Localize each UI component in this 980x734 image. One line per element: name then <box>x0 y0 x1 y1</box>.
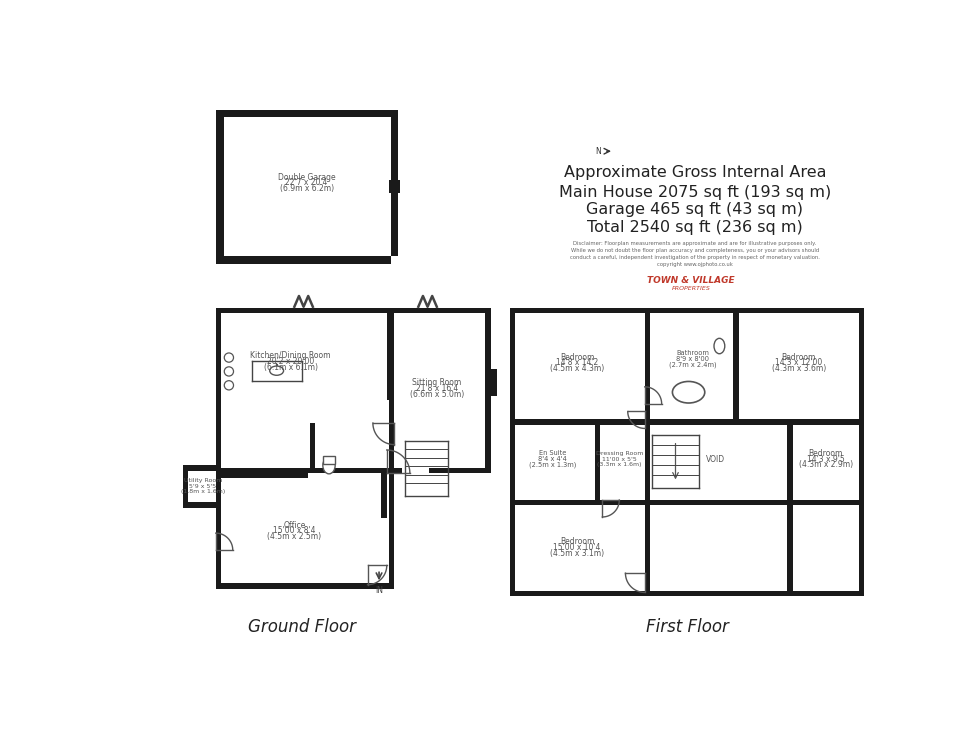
Bar <box>389 473 395 589</box>
Bar <box>595 419 600 506</box>
Text: (4.3m x 3.6m): (4.3m x 3.6m) <box>771 364 826 374</box>
Text: (2.7m x 2.4m): (2.7m x 2.4m) <box>668 362 716 368</box>
Bar <box>391 256 398 264</box>
Text: (6.6m x 5.0m): (6.6m x 5.0m) <box>410 390 464 399</box>
Bar <box>387 468 491 473</box>
Bar <box>216 109 398 117</box>
Bar <box>645 308 650 424</box>
Bar <box>216 584 395 589</box>
Bar <box>402 468 429 474</box>
Bar <box>510 308 515 596</box>
Text: 14'3 x 12'00: 14'3 x 12'00 <box>775 358 822 368</box>
Ellipse shape <box>672 382 705 403</box>
Bar <box>645 419 650 506</box>
Text: Approximate Gross Internal Area: Approximate Gross Internal Area <box>564 165 826 181</box>
Text: Sitting Room: Sitting Room <box>413 378 462 387</box>
Bar <box>787 419 793 506</box>
Text: IN: IN <box>375 586 383 595</box>
Text: VOID: VOID <box>706 455 725 464</box>
Bar <box>216 308 221 473</box>
Text: TOWN & VILLAGE: TOWN & VILLAGE <box>647 276 735 285</box>
Text: 20'2 x 20'00: 20'2 x 20'00 <box>267 357 315 366</box>
Bar <box>182 502 221 508</box>
Bar <box>182 465 221 470</box>
Bar <box>381 468 387 517</box>
Bar <box>510 419 864 424</box>
Bar <box>787 500 793 596</box>
Text: Dressing Room: Dressing Room <box>596 451 643 456</box>
Text: 21'8 x 16'4: 21'8 x 16'4 <box>416 384 458 393</box>
Text: (3.3m x 1.6m): (3.3m x 1.6m) <box>597 462 642 468</box>
Bar <box>485 308 491 473</box>
Bar <box>216 256 398 264</box>
Bar <box>216 109 223 264</box>
Bar <box>310 423 316 473</box>
Text: (1.8m x 1.6m): (1.8m x 1.6m) <box>180 490 224 495</box>
Text: Double Garage: Double Garage <box>278 172 335 181</box>
Ellipse shape <box>322 457 335 474</box>
Text: 15'00 x 10'4: 15'00 x 10'4 <box>554 543 601 552</box>
Text: Office: Office <box>283 520 306 529</box>
Bar <box>216 468 395 473</box>
Bar <box>216 473 221 589</box>
Text: Garage 465 sq ft (43 sq m): Garage 465 sq ft (43 sq m) <box>586 203 804 217</box>
Text: 11'00 x 5'5: 11'00 x 5'5 <box>602 457 637 462</box>
Text: Bedroom: Bedroom <box>808 449 843 458</box>
Bar <box>389 418 395 473</box>
Text: 22'7 x 20'4: 22'7 x 20'4 <box>285 178 328 187</box>
Text: (6.9m x 6.2m): (6.9m x 6.2m) <box>279 184 334 193</box>
Bar <box>389 181 400 193</box>
Text: (4.5m x 3.1m): (4.5m x 3.1m) <box>550 549 604 558</box>
Bar <box>322 456 335 464</box>
Text: 8'9 x 8'00: 8'9 x 8'00 <box>676 356 709 362</box>
Text: 5'9 x 5'5: 5'9 x 5'5 <box>189 484 217 489</box>
Bar <box>733 308 739 424</box>
Bar <box>485 369 497 396</box>
Bar <box>858 308 864 596</box>
Bar <box>645 500 650 596</box>
Text: Kitchen/Dining Room: Kitchen/Dining Room <box>250 351 331 360</box>
Text: Bathroom: Bathroom <box>676 350 709 356</box>
Text: Total 2540 sq ft (236 sq m): Total 2540 sq ft (236 sq m) <box>587 220 803 235</box>
Text: Bedroom: Bedroom <box>560 353 594 362</box>
Ellipse shape <box>714 338 725 354</box>
Bar <box>510 591 864 596</box>
Text: First Floor: First Floor <box>646 618 728 636</box>
Bar <box>391 109 398 264</box>
Text: (2.5m x 1.3m): (2.5m x 1.3m) <box>528 462 576 468</box>
Bar <box>510 308 864 313</box>
Text: 14'8 x 14'2: 14'8 x 14'2 <box>556 358 598 368</box>
Bar <box>387 308 392 400</box>
Text: (4.3m x 2.9m): (4.3m x 2.9m) <box>799 460 853 470</box>
Bar <box>182 465 188 508</box>
Text: (4.5m x 4.3m): (4.5m x 4.3m) <box>550 364 604 374</box>
Ellipse shape <box>270 366 283 375</box>
Text: Bedroom: Bedroom <box>560 537 594 547</box>
Text: (4.5m x 2.5m): (4.5m x 2.5m) <box>268 532 321 541</box>
Text: Utility Room: Utility Room <box>183 478 221 483</box>
Bar <box>216 308 395 313</box>
Bar <box>387 308 491 313</box>
Bar <box>275 473 280 479</box>
Bar <box>216 308 221 589</box>
Text: 8'4 x 4'4: 8'4 x 4'4 <box>538 457 566 462</box>
Bar <box>216 473 309 479</box>
Text: 15'00 x 8'4: 15'00 x 8'4 <box>273 526 316 535</box>
Text: PROPERTIES: PROPERTIES <box>671 286 710 291</box>
Text: Ground Floor: Ground Floor <box>248 618 356 636</box>
Text: Main House 2075 sq ft (193 sq m): Main House 2075 sq ft (193 sq m) <box>559 184 831 200</box>
Text: (6.1m x 6.1m): (6.1m x 6.1m) <box>264 363 318 371</box>
Text: N: N <box>595 147 601 156</box>
Text: Bedroom: Bedroom <box>781 353 816 362</box>
Bar <box>510 500 864 506</box>
Text: 14'3 x 9'5: 14'3 x 9'5 <box>807 455 845 464</box>
Text: En Suite: En Suite <box>539 451 566 457</box>
Bar <box>389 308 395 423</box>
Text: Disclaimer: Floorplan measurements are approximate and are for illustrative purp: Disclaimer: Floorplan measurements are a… <box>569 241 819 266</box>
